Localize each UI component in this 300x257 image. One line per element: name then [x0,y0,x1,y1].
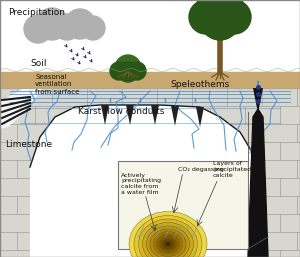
Text: Karst flow conduits: Karst flow conduits [78,107,164,116]
Circle shape [24,15,52,43]
Polygon shape [101,105,109,125]
Polygon shape [151,105,159,125]
Text: Limestone: Limestone [5,140,52,149]
Circle shape [200,0,240,40]
Ellipse shape [157,234,179,254]
Circle shape [65,9,95,39]
Polygon shape [253,88,263,113]
Circle shape [36,8,68,40]
Circle shape [115,55,141,81]
Text: CO₂ degassing: CO₂ degassing [178,167,224,172]
Ellipse shape [134,216,202,257]
Circle shape [189,0,223,34]
Polygon shape [0,89,42,129]
Ellipse shape [139,219,197,257]
Ellipse shape [166,243,170,245]
Circle shape [54,14,80,40]
Circle shape [217,0,251,34]
Text: Precipitation: Precipitation [8,8,65,17]
Ellipse shape [150,229,186,257]
Text: Soil: Soil [30,59,46,68]
Ellipse shape [142,223,194,257]
Polygon shape [248,109,268,257]
Bar [118,161,248,249]
Polygon shape [126,105,134,125]
Text: Seasonal
ventilation
from surface: Seasonal ventilation from surface [35,74,80,95]
Text: Speleothems: Speleothems [170,80,229,89]
Polygon shape [30,105,265,257]
Ellipse shape [154,232,182,256]
Circle shape [198,0,226,18]
Circle shape [118,62,138,82]
Circle shape [128,62,146,80]
Text: Actively
precipitating
calcite from
a water film: Actively precipitating calcite from a wa… [121,173,161,195]
Circle shape [81,16,105,40]
Bar [0,88,300,257]
Circle shape [110,62,128,80]
Ellipse shape [146,226,190,257]
Ellipse shape [129,212,207,257]
Ellipse shape [162,239,174,249]
Circle shape [214,0,242,18]
Polygon shape [196,107,204,127]
Circle shape [196,0,244,34]
Bar [0,72,300,88]
Bar [0,0,300,72]
Text: Layers of
precipitated
calcite: Layers of precipitated calcite [213,161,251,178]
Ellipse shape [160,236,176,252]
Ellipse shape [164,241,172,247]
Polygon shape [171,106,179,126]
